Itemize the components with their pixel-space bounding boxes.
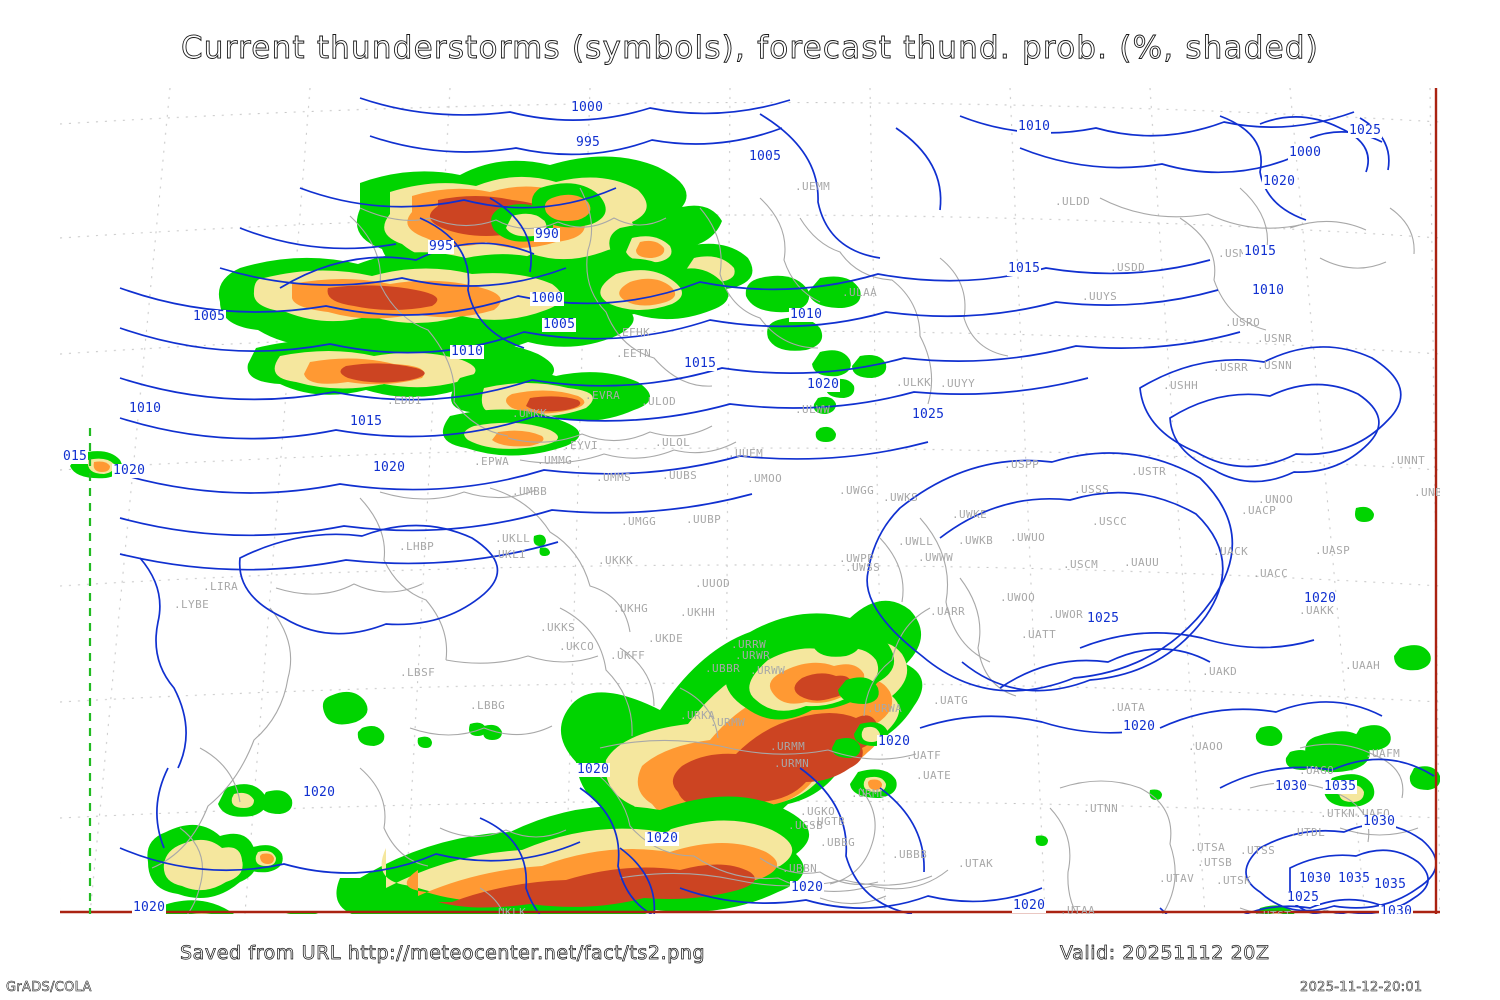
isobar-label: 1015: [683, 356, 718, 371]
isobar-label: 1010: [1251, 283, 1286, 298]
isobar-label: 1035: [1337, 871, 1372, 886]
isobar-label: 1010: [1017, 119, 1052, 134]
isobar-label: 1005: [542, 317, 577, 332]
isobar-label: 1020: [806, 377, 841, 392]
isobar-label: 1020: [372, 460, 407, 475]
isobar-label: 1030: [1298, 871, 1333, 886]
isobar-label: 1015: [1007, 261, 1042, 276]
isobar-label: 1010: [128, 401, 163, 416]
isobar-label: 1030: [1274, 779, 1309, 794]
isobar-label: 1020: [645, 831, 680, 846]
producer-credit: GrADS/COLA: [6, 980, 92, 996]
isobar-label: 1000: [1288, 145, 1323, 160]
isobar-label: 1020: [1262, 174, 1297, 189]
isobar-label: 1000: [570, 100, 605, 115]
isobar-label: 990: [534, 227, 561, 242]
isobar-label: 1005: [192, 309, 227, 324]
isobar-label: 1020: [1122, 719, 1157, 734]
shading-ne-pocket: [576, 258, 729, 320]
isobar-label: 1020: [790, 880, 825, 895]
isobar-label: 1010: [789, 307, 824, 322]
isobar-label: 1020: [132, 900, 167, 914]
map-canvas: [60, 88, 1440, 914]
generation-timestamp: 2025-11-12-20:01: [1300, 980, 1423, 996]
isobar-label: 1025: [911, 407, 946, 422]
valid-time-text: Valid: 20251112 20Z: [1060, 942, 1270, 965]
isobar-label: 1035: [1373, 877, 1408, 892]
isobar-label: 1020: [112, 463, 147, 478]
isobar-label: 995: [575, 135, 602, 150]
page-title: Current thunderstorms (symbols), forecas…: [180, 30, 1320, 67]
isobar-label: 1015: [1243, 244, 1278, 259]
isobar-label: 1025: [1348, 123, 1383, 138]
isobar-label: 1030: [1379, 905, 1414, 914]
shading-caucasus-band: [336, 796, 810, 914]
isobar-label: 1020: [1012, 898, 1047, 913]
saved-from-url-text: Saved from URL http://meteocenter.net/fa…: [180, 942, 706, 965]
isobar-label: 1030: [1362, 814, 1397, 829]
isobar-label: 995: [428, 239, 455, 254]
isobar-label: 1035: [1323, 779, 1358, 794]
isobar-label: 1020: [877, 734, 912, 749]
isobar-label: 1015: [349, 414, 384, 429]
shading-riga: [442, 409, 580, 456]
isobar-label: 1000: [530, 291, 565, 306]
isobar-label: 1020: [1303, 591, 1338, 606]
weather-map[interactable]: .UEMM .ULDD .ULAA .USDD .USMU .UUYS .USRO .USNR…: [60, 88, 1440, 914]
shading-north-band: [218, 252, 639, 352]
isobar-label: 1025: [1086, 611, 1121, 626]
isobar-label: 1005: [748, 149, 783, 164]
isobar-label: 1020: [302, 785, 337, 800]
isobar-label: 1025: [1286, 890, 1321, 905]
shading-baltic-cells: [491, 183, 861, 313]
isobar-label: 1010: [450, 344, 485, 359]
isobar-label: 1020: [576, 762, 611, 777]
isobar-label: 015: [62, 449, 89, 464]
